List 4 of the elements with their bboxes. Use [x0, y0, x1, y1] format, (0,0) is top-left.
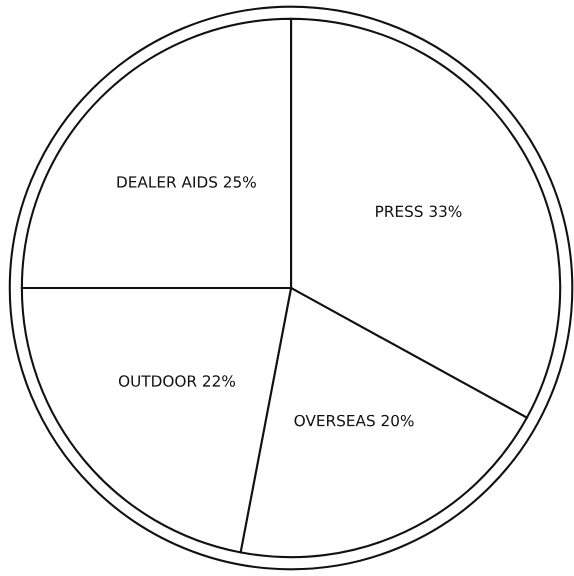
slice-label: OUTDOOR 22% — [118, 375, 236, 387]
slice-label: OVERSEAS 20% — [294, 414, 414, 426]
slice-label: DEALER AIDS 25% — [117, 176, 256, 188]
slice-label: PRESS 33% — [376, 206, 462, 218]
